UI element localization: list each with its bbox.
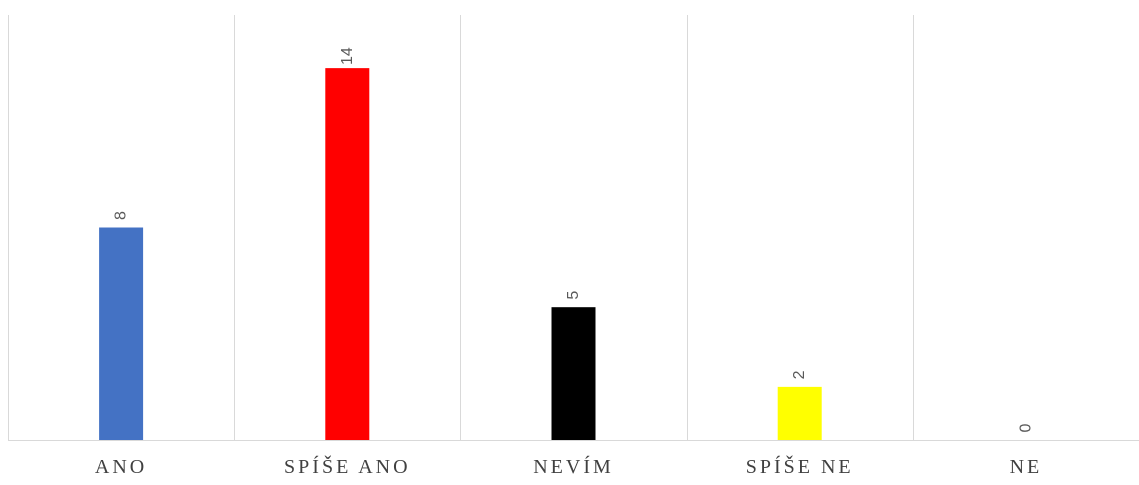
data-label: 2 xyxy=(791,370,808,379)
data-label: 14 xyxy=(339,47,356,65)
data-label: 5 xyxy=(565,291,582,300)
category-label: SPÍŠE ANO xyxy=(284,454,410,478)
bar xyxy=(99,227,144,440)
category-label: NEVÍM xyxy=(533,455,614,478)
data-labels: 8 14 5 2 0 xyxy=(113,47,1035,432)
bars xyxy=(99,68,822,440)
grid-lines xyxy=(8,15,914,440)
category-label: SPÍŠE NE xyxy=(746,454,854,478)
category-labels: ANO SPÍŠE ANO NEVÍM SPÍŠE NE NE xyxy=(95,454,1043,478)
category-label: ANO xyxy=(95,456,147,478)
data-label: 8 xyxy=(113,211,130,220)
category-label: NE xyxy=(1010,456,1043,478)
bar xyxy=(325,68,370,440)
data-label: 0 xyxy=(1017,423,1034,432)
bar xyxy=(777,386,822,440)
bar xyxy=(551,307,596,440)
